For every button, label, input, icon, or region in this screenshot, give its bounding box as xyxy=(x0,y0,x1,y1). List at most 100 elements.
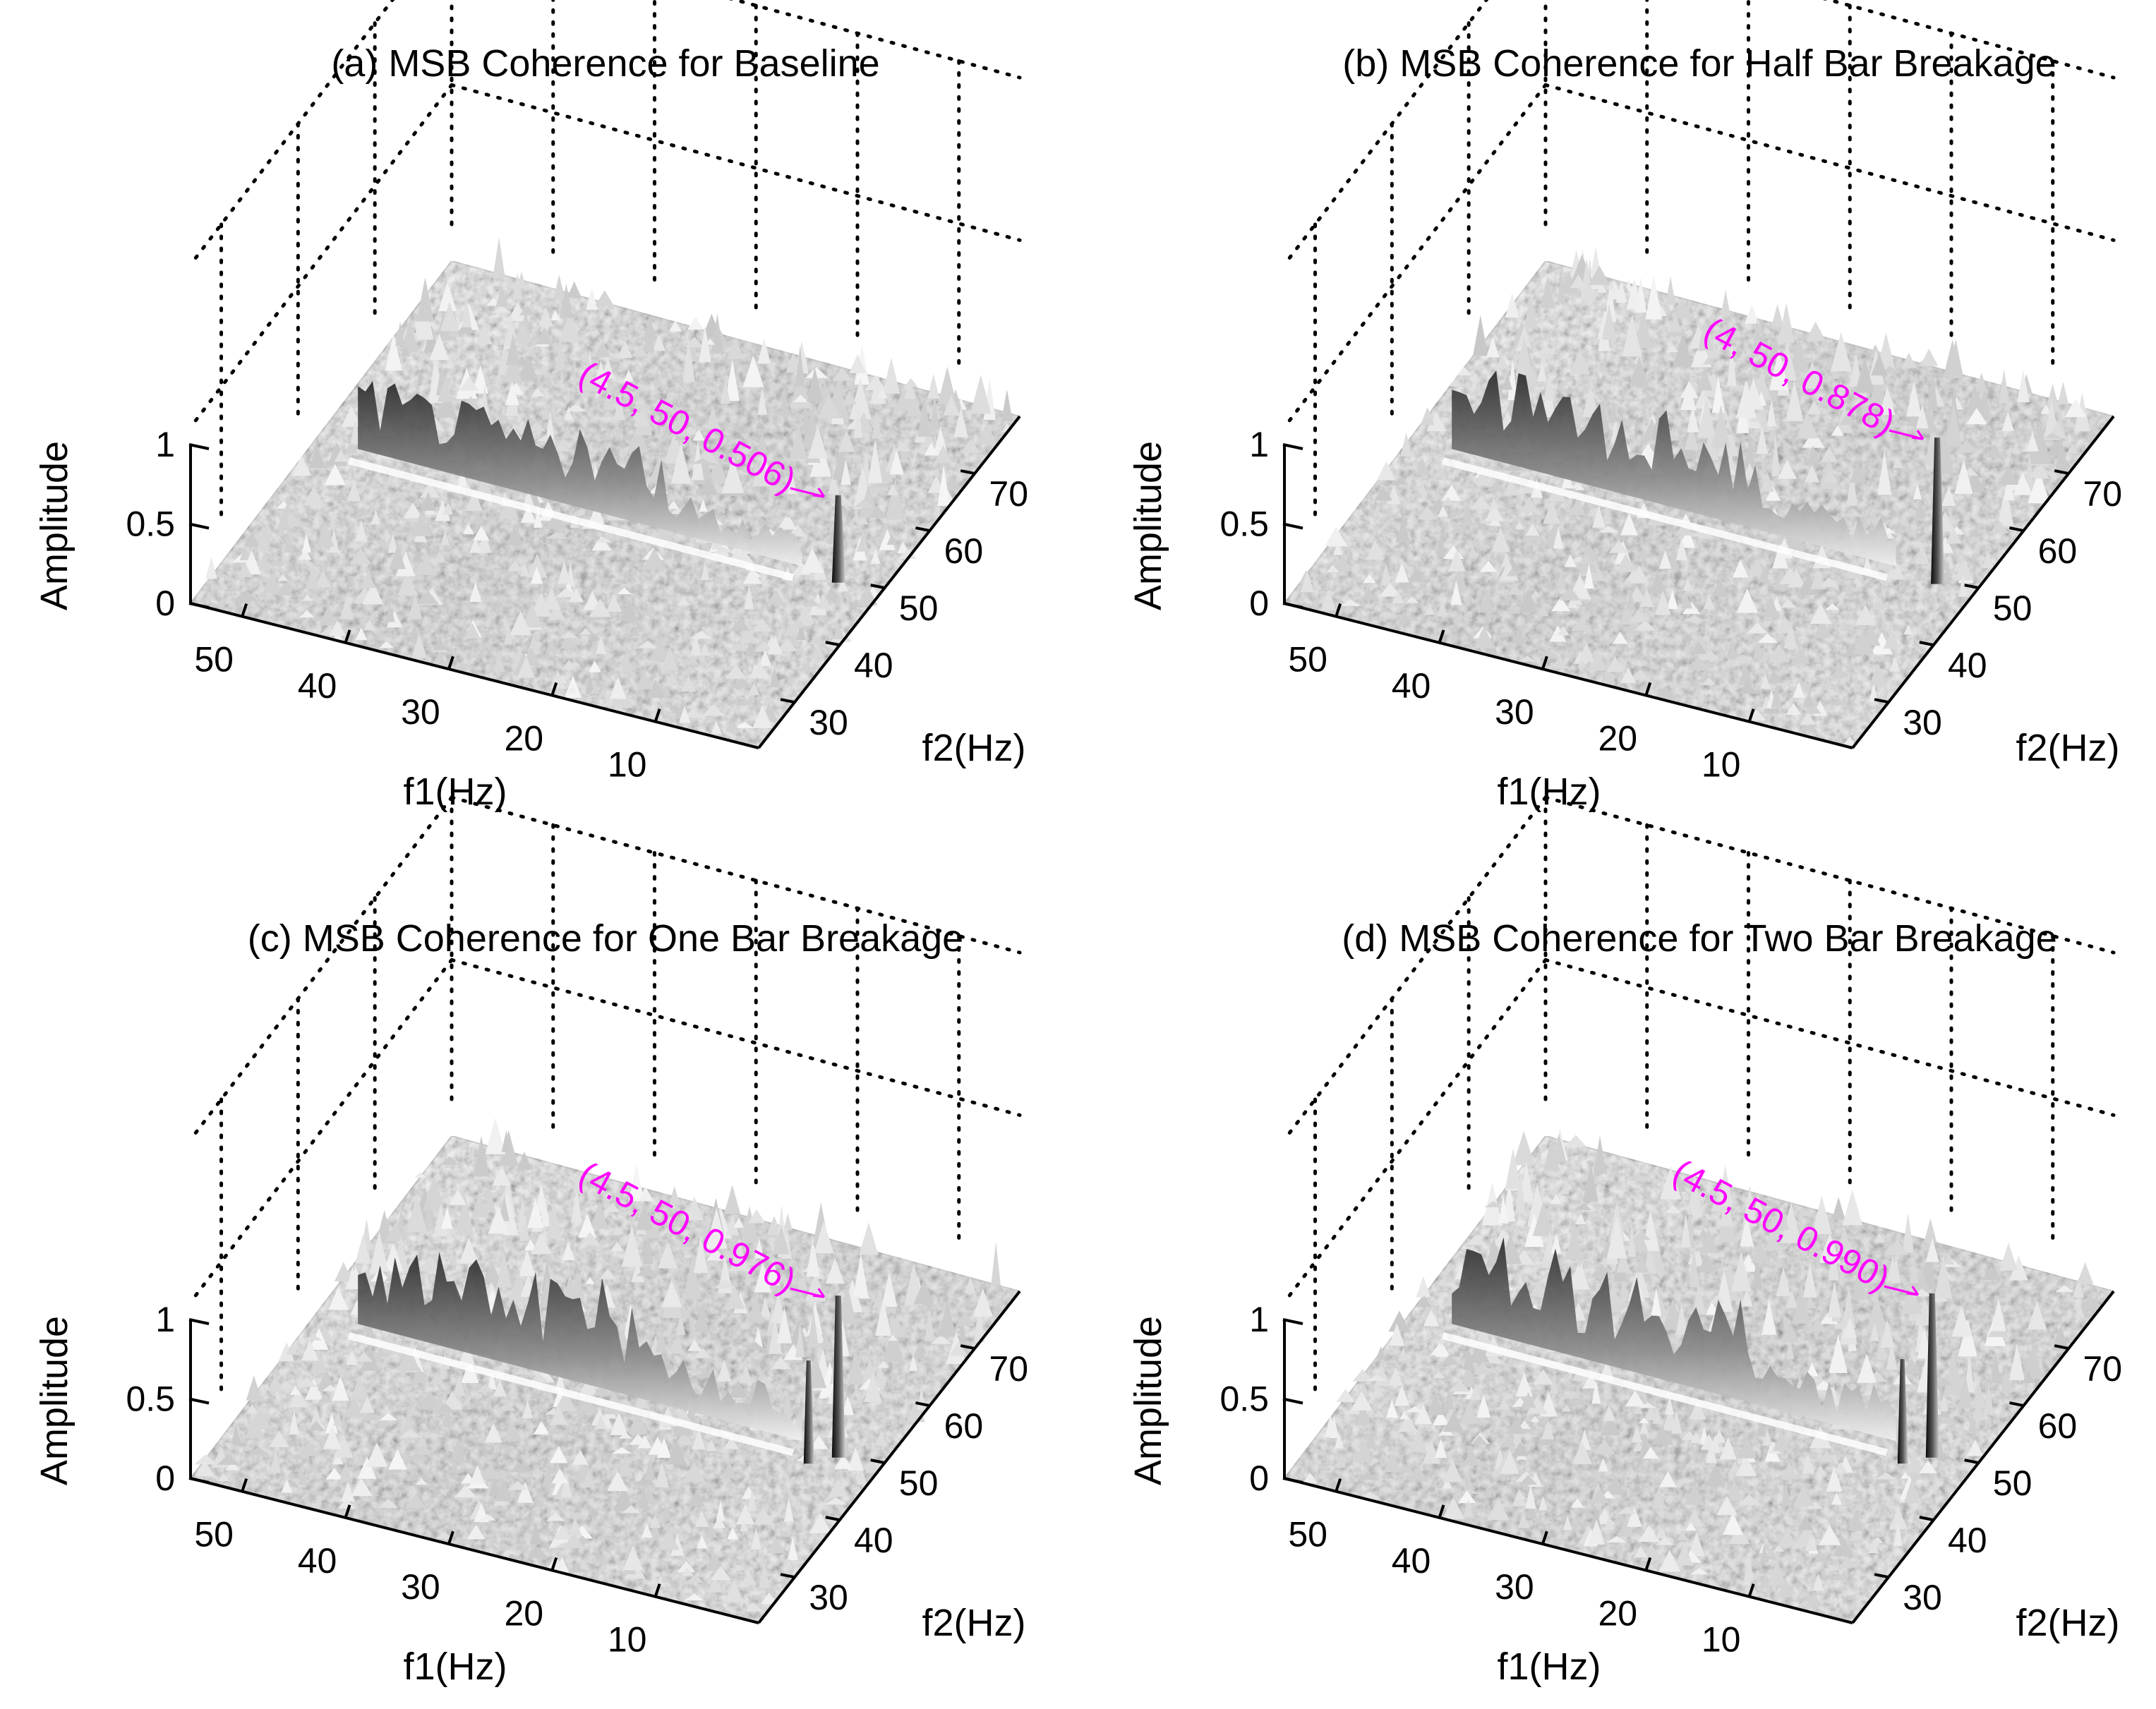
amplitude-axis: 00.51 xyxy=(1219,1300,1303,1498)
noise-mark xyxy=(1692,1284,1706,1315)
noise-mark xyxy=(1398,1346,1409,1360)
noise-mark xyxy=(1388,1310,1411,1332)
noise-mark xyxy=(1740,1288,1753,1307)
noise-mark xyxy=(1869,368,1887,404)
noise-mark xyxy=(501,1130,512,1152)
f1-axis-label: f1(Hz) xyxy=(404,771,507,813)
noise-mark xyxy=(742,566,762,584)
noise-mark xyxy=(433,551,446,563)
noise-mark xyxy=(769,667,780,688)
noise-mark xyxy=(1709,1294,1725,1304)
noise-mark xyxy=(365,1317,374,1339)
noise-mark xyxy=(1939,1394,1949,1412)
noise-mark xyxy=(1756,425,1769,454)
noise-mark xyxy=(410,512,432,536)
noise-mark xyxy=(1982,550,1993,569)
noise-mark xyxy=(558,312,581,342)
amplitude-axis: 00.51 xyxy=(126,1300,210,1498)
noise-mark xyxy=(334,449,348,462)
noise-mark xyxy=(1871,353,1888,376)
noise-mark xyxy=(842,389,857,405)
noise-mark xyxy=(303,486,325,506)
noise-mark xyxy=(1771,433,1781,476)
noise-mark xyxy=(322,1384,339,1391)
noise-mark xyxy=(243,531,260,547)
noise-mark xyxy=(456,1193,474,1236)
noise-mark xyxy=(696,1535,708,1549)
noise-mark xyxy=(1620,512,1638,536)
f1-tick-mark xyxy=(1335,1478,1342,1492)
noise-mark xyxy=(1933,1377,1953,1386)
noise-mark xyxy=(1848,1530,1865,1541)
noise-mark xyxy=(711,720,722,735)
noise-mark xyxy=(595,1415,607,1430)
f1-tick-mark xyxy=(1644,1557,1652,1571)
noise-mark xyxy=(1760,673,1771,689)
noise-mark xyxy=(357,1456,377,1479)
noise-mark xyxy=(568,588,584,603)
noise-mark xyxy=(680,675,697,692)
noise-mark xyxy=(906,387,922,416)
noise-mark xyxy=(1541,385,1556,418)
noise-mark xyxy=(488,1206,509,1234)
f1-tick-mark xyxy=(241,1478,248,1492)
noise-mark xyxy=(1826,1466,1843,1492)
noise-mark xyxy=(1442,1497,1465,1520)
noise-mark xyxy=(595,339,610,358)
noise-mark xyxy=(333,490,348,501)
noise-mark xyxy=(341,406,362,427)
noise-mark xyxy=(1690,1567,1709,1575)
f1-tick-mark xyxy=(1335,603,1342,617)
noise-mark xyxy=(1658,550,1672,569)
noise-mark xyxy=(550,670,566,689)
amplitude-axis-label: Amplitude xyxy=(1127,1316,1169,1485)
noise-mark xyxy=(437,377,454,402)
noise-mark xyxy=(1785,380,1804,421)
noise-mark xyxy=(1800,711,1816,725)
noise-mark xyxy=(876,1430,888,1447)
noise-mark xyxy=(634,1393,649,1409)
noise-mark xyxy=(1865,1378,1874,1391)
noise-mark xyxy=(1828,1516,1839,1525)
noise-mark xyxy=(1502,463,1525,471)
noise-mark xyxy=(670,442,692,484)
noise-mark xyxy=(1578,641,1595,663)
noise-mark xyxy=(857,514,869,525)
noise-mark xyxy=(721,1461,737,1479)
noise-mark xyxy=(554,1390,577,1412)
noise-mark xyxy=(247,1447,270,1456)
noise-mark xyxy=(1564,554,1577,567)
noise-mark xyxy=(529,1521,542,1545)
noise-mark xyxy=(949,1341,968,1356)
noise-mark xyxy=(953,407,968,437)
noise-mark xyxy=(385,603,395,622)
noise-mark xyxy=(1394,476,1408,485)
noise-mark xyxy=(638,1484,649,1509)
noise-mark xyxy=(937,366,957,404)
f2-tick-label: 40 xyxy=(1948,646,1987,685)
noise-mark xyxy=(267,1375,284,1391)
noise-mark xyxy=(1443,1459,1463,1482)
noise-mark xyxy=(1804,1535,1818,1552)
noise-mark xyxy=(606,594,622,612)
noise-mark xyxy=(909,1355,918,1371)
noise-mark xyxy=(1839,413,1854,425)
noise-mark xyxy=(666,672,679,684)
noise-mark xyxy=(1744,304,1759,324)
noise-mark xyxy=(1842,1189,1863,1226)
noise-mark xyxy=(1766,339,1785,361)
noise-mark xyxy=(783,622,798,636)
noise-mark xyxy=(859,1222,879,1255)
noise-mark xyxy=(1777,1577,1793,1598)
noise-mark xyxy=(1744,378,1764,410)
noise-mark xyxy=(795,1323,805,1358)
noise-mark xyxy=(618,340,633,358)
noise-mark xyxy=(567,281,582,298)
noise-mark xyxy=(1966,408,1987,425)
noise-mark xyxy=(572,1449,589,1465)
noise-mark xyxy=(1999,1243,2018,1271)
noise-mark xyxy=(1422,1439,1440,1464)
noise-mark xyxy=(1711,578,1728,596)
